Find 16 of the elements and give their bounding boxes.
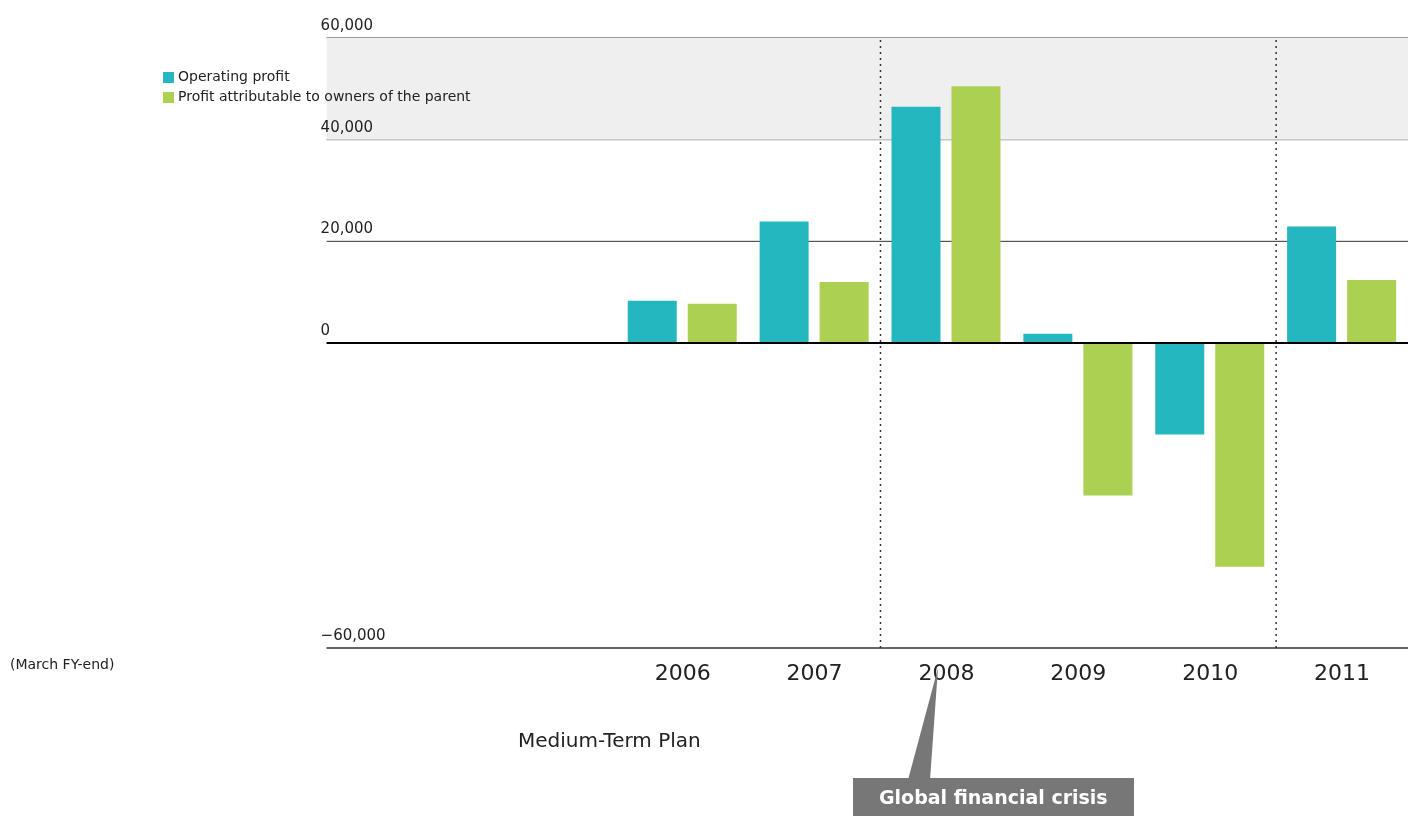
x-tick-label: 2008 <box>918 660 975 685</box>
x-tick-label: 2006 <box>654 660 711 685</box>
text: Global financial crisis <box>853 778 1134 816</box>
y-tick-label: −60,000 <box>320 626 386 644</box>
x-tick-label: 2010 <box>1182 660 1239 685</box>
x-tick-label: 2007 <box>786 660 843 685</box>
legend-label: Profit attributable to owners of the parent <box>178 88 471 104</box>
y-tick-label: 40,000 <box>320 117 374 136</box>
y-tick-label: 60,000 <box>320 16 374 34</box>
text: Medium-Term Plan <box>518 728 701 752</box>
x-tick-label: 2011 <box>1314 660 1371 685</box>
y-tick-label: 20,000 <box>320 219 374 238</box>
text: (March FY-end) <box>10 656 115 672</box>
y-tick-label: 0 <box>320 321 331 339</box>
x-tick-label: 2009 <box>1050 660 1107 685</box>
legend-label: Operating profit <box>178 68 290 84</box>
